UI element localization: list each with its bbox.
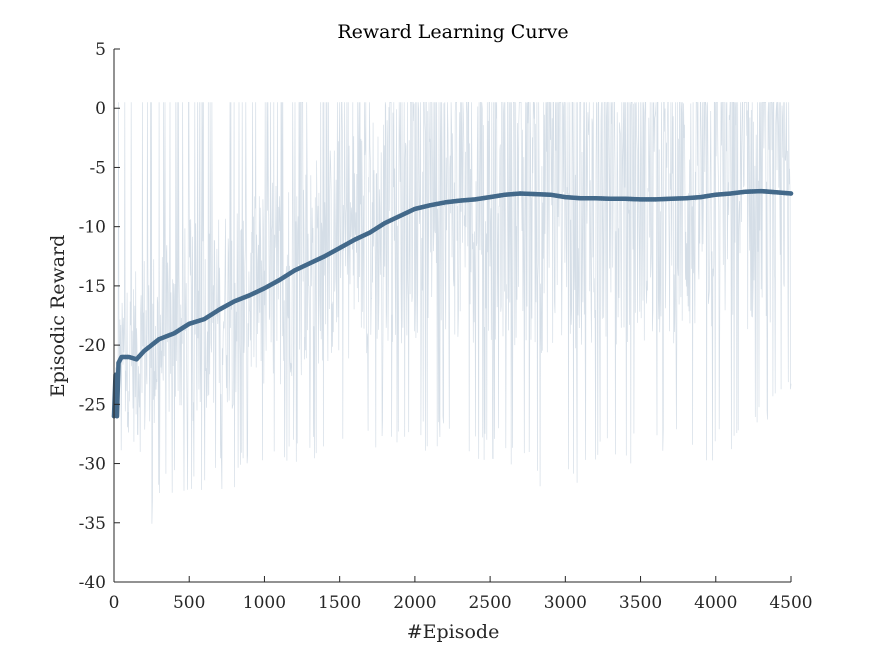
- y-tick-label: 5: [95, 40, 106, 60]
- x-tick-label: 0: [109, 593, 120, 613]
- y-tick-label: -10: [79, 218, 106, 238]
- chart-title: Reward Learning Curve: [337, 21, 568, 43]
- y-tick-label: -40: [79, 573, 106, 593]
- x-tick-label: 500: [173, 593, 205, 613]
- raw-reward-line: [113, 101, 792, 524]
- x-tick-label: 4500: [769, 593, 812, 613]
- smoothed-reward-series: [111, 188, 794, 419]
- x-tick-label: 2500: [468, 593, 511, 613]
- y-tick-label: -25: [79, 395, 106, 415]
- y-tick-label: -35: [79, 514, 106, 534]
- x-tick-label: 3000: [544, 593, 587, 613]
- x-tick-label: 4000: [694, 593, 737, 613]
- x-tick-label: 1500: [318, 593, 361, 613]
- smoothed-marker: [114, 393, 119, 398]
- y-tick-label: -20: [79, 336, 106, 356]
- y-tick-label: -5: [89, 158, 106, 178]
- x-tick-label: 3500: [619, 593, 662, 613]
- x-tick-label: 1000: [243, 593, 286, 613]
- y-tick-label: -30: [79, 455, 106, 475]
- x-tick-label: 2000: [393, 593, 436, 613]
- smoothed-marker: [788, 191, 794, 196]
- raw-reward-series: [113, 101, 792, 524]
- y-axis-title: Episodic Reward: [47, 235, 69, 398]
- axes: 0 500 1000 1500 2000 2500 3000 3500 4000 4500 5 0 -5…: [79, 40, 813, 613]
- y-tick-label: -15: [79, 277, 106, 297]
- smoothed-marker: [116, 360, 121, 366]
- x-axis-title: #Episode: [407, 621, 500, 643]
- y-tick-label: 0: [95, 99, 106, 119]
